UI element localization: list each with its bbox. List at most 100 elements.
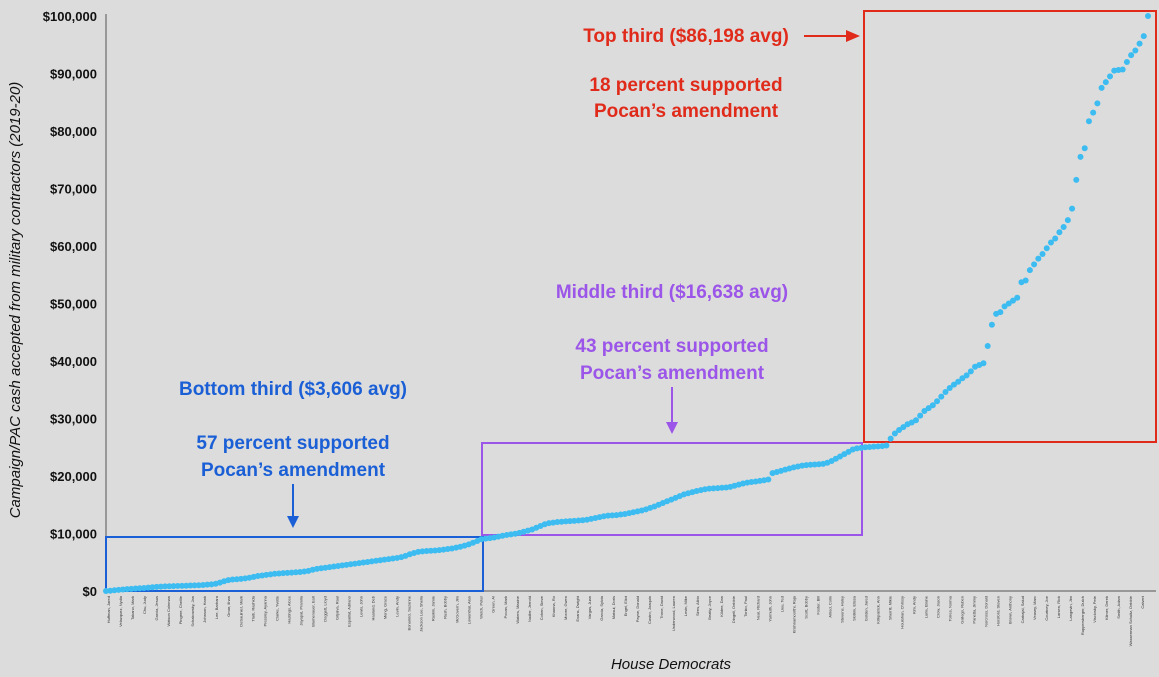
data-point (1005, 300, 1012, 307)
data-point (1077, 153, 1084, 160)
data-point (1090, 109, 1097, 116)
x-tick-label: Haaland, Deb (371, 595, 376, 620)
x-tick-label: Espaillat, Adriano (346, 595, 351, 627)
data-point (153, 583, 160, 590)
data-point (980, 360, 987, 367)
x-tick-label: Lowenthal, Alan (467, 596, 472, 624)
top-third-support-line1: 18 percent supported (589, 75, 782, 96)
x-tick-label: Houlahan, Chrissy (900, 596, 905, 629)
x-axis-title: House Democrats (611, 656, 732, 673)
x-tick-label: Kirkpatrick, Ann (875, 596, 880, 624)
x-tick-label: Calvert (1140, 595, 1145, 609)
data-point (1085, 118, 1092, 125)
x-tick-label: Gallego, Ruben (960, 596, 965, 624)
bottom-third-support-line1: 57 percent supported (196, 433, 389, 454)
x-tick-label: Pocan, Mark (503, 596, 508, 618)
data-point (1047, 239, 1054, 246)
data-point (925, 405, 932, 412)
data-point (929, 402, 936, 409)
data-point (1081, 145, 1088, 152)
data-point (1098, 84, 1105, 91)
x-tick-label: Sherrill, Mikie (888, 595, 893, 620)
x-tick-label: Carbajal, Salud (1020, 596, 1025, 623)
x-tick-label: Omar, Ilhan (226, 596, 231, 617)
y-tick-label: $0 (83, 584, 97, 599)
data-point (1052, 235, 1059, 242)
data-point (984, 343, 991, 350)
x-tick-label: Allred, Colin (827, 596, 832, 618)
x-tick-label: Jackson Lee, Sheila (419, 595, 424, 632)
data-point (1140, 33, 1147, 40)
data-point (1035, 255, 1042, 262)
data-point (912, 417, 919, 424)
data-point (136, 585, 143, 592)
x-tick-label: Beatty, Joyce (707, 595, 712, 619)
x-axis-tick-labels: Huffman, Jared Velazquez, Nydia Takano, Ma… (106, 595, 1145, 646)
data-point (938, 393, 945, 400)
x-tick-label: Lewis, John (358, 596, 363, 617)
x-tick-label: Norcross, Donald (984, 596, 989, 627)
data-point (1060, 224, 1067, 231)
x-tick-label: Dingell, Debbie (731, 595, 736, 623)
y-tick-label: $50,000 (50, 297, 97, 312)
data-point (950, 381, 957, 388)
x-tick-label: Visclosky, Pete (1092, 595, 1097, 623)
x-tick-label: Garcia, Sylvia (599, 595, 604, 620)
data-point (917, 412, 924, 419)
data-point (1043, 245, 1050, 252)
data-point (1145, 13, 1151, 19)
x-tick-label: Lee, Barbara (214, 595, 219, 619)
data-point (1107, 73, 1114, 80)
x-tick-label: Larsen, Rick (1056, 596, 1061, 618)
x-tick-label: Levin, Andy (395, 596, 400, 617)
y-tick-label: $80,000 (50, 124, 97, 139)
x-tick-label: Kildee, Dan (719, 596, 724, 617)
x-tick-label: Jayapal, Pramila (298, 595, 303, 625)
y-tick-label: $90,000 (50, 67, 97, 82)
x-tick-label: Levin, Mike (683, 595, 688, 616)
x-tick-label: Castro, Joaquin (647, 596, 652, 624)
x-tick-label: Watson Coleman (166, 596, 171, 627)
data-point (1010, 297, 1016, 304)
data-point (191, 582, 198, 589)
data-point (183, 582, 190, 589)
data-point (921, 408, 928, 415)
middle-third-title: Middle third ($16,638 avg) (556, 282, 788, 303)
x-tick-label: Scott, Bobby (803, 596, 808, 619)
data-point (967, 368, 974, 375)
bottom-third-box (105, 536, 484, 592)
x-tick-label: Waters, Maxine (515, 595, 520, 623)
x-tick-label: Welch, Peter (479, 595, 484, 618)
x-tick-label: Lieu, Ted (779, 596, 784, 612)
x-tick-label: Bonamici, Suzanne (407, 595, 412, 630)
x-tick-label: Pingree, Chellie (178, 595, 183, 624)
data-point (1056, 229, 1063, 236)
x-tick-label: Luria, Elaine (924, 595, 929, 618)
data-point (765, 476, 772, 483)
x-tick-label: Kim, Andy (912, 596, 917, 614)
x-tick-label: Meng, Grace (383, 595, 388, 619)
x-tick-label: Matsui, Doris (611, 596, 616, 619)
x-tick-label: Garcia, Jesus (154, 596, 159, 620)
x-tick-label: Green, Al (491, 596, 496, 613)
data-point (162, 583, 169, 590)
y-tick-label: $20,000 (50, 469, 97, 484)
x-tick-label: Raskin, Jamie (431, 595, 436, 621)
data-point (883, 442, 890, 449)
x-tick-label: Smith, Adam (1116, 595, 1121, 618)
data-point (1014, 294, 1021, 301)
data-point (1064, 217, 1071, 224)
x-tick-label: Torres, Norma (948, 595, 953, 621)
data-point (946, 385, 953, 392)
x-tick-label: Engel, Eliot (623, 595, 628, 616)
x-tick-label: Rush, Bobby (443, 596, 448, 619)
x-tick-label: Tlaib, Rashida (250, 595, 255, 621)
x-tick-label: Langevin, Jim (1068, 595, 1073, 620)
x-tick-label: Veasey, Marc (1032, 596, 1037, 620)
x-tick-label: Payne, Donald (635, 596, 640, 622)
y-axis-title: Campaign/PAC cash accepted from military… (7, 82, 24, 519)
data-point (1073, 176, 1080, 183)
x-tick-label: Trone, David (659, 596, 664, 619)
data-point (1094, 100, 1101, 107)
